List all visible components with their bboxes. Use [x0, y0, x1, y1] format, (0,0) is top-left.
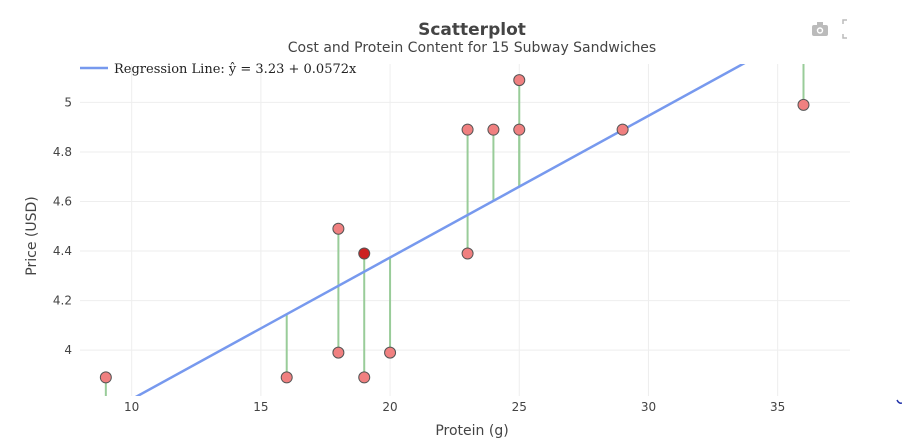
x-axis-label: Protein (g)	[435, 423, 508, 439]
grid-lines	[80, 64, 850, 396]
x-axis-ticks: 10 15 20 25 30 35	[124, 400, 785, 414]
y-tick-label: 4	[64, 343, 72, 357]
y-tick-label: 4.4	[53, 244, 72, 258]
autoscale-icon[interactable]	[842, 19, 847, 39]
data-point[interactable]	[99, 371, 112, 384]
x-tick-label: 20	[382, 400, 397, 414]
x-tick-label: 10	[124, 400, 139, 414]
y-axis-ticks: 4 4.2 4.4 4.6 4.8 5	[53, 95, 72, 357]
edge-mark	[896, 399, 902, 404]
x-tick-label: 30	[641, 400, 656, 414]
y-tick-label: 5	[64, 95, 72, 109]
data-point[interactable]	[384, 346, 397, 359]
regression-line	[134, 64, 746, 396]
x-tick-label: 35	[770, 400, 785, 414]
data-point[interactable]	[797, 98, 810, 111]
data-point[interactable]	[616, 123, 629, 136]
chart-title: Scatterplot	[418, 20, 526, 40]
x-tick-label: 15	[253, 400, 268, 414]
data-point[interactable]	[358, 247, 371, 260]
data-point[interactable]	[513, 123, 526, 136]
chart-subtitle: Cost and Protein Content for 15 Subway S…	[288, 40, 656, 56]
data-point[interactable]	[461, 247, 474, 260]
y-tick-label: 4.6	[53, 195, 72, 209]
data-point[interactable]	[461, 123, 474, 136]
camera-icon[interactable]	[812, 22, 828, 36]
residual-lines	[104, 64, 805, 396]
data-point[interactable]	[513, 74, 526, 87]
data-point[interactable]	[332, 346, 345, 359]
legend-entry-regression: Regression Line: ŷ = 3.23 + 0.0572x	[114, 62, 357, 77]
y-axis-label: Price (USD)	[24, 196, 40, 275]
regression-layer	[134, 64, 746, 396]
data-point[interactable]	[280, 371, 293, 384]
data-point[interactable]	[487, 123, 500, 136]
legend[interactable]: Regression Line: ŷ = 3.23 + 0.0572x	[80, 62, 357, 77]
y-tick-label: 4.8	[53, 145, 72, 159]
y-tick-label: 4.2	[53, 294, 72, 308]
data-point[interactable]	[358, 371, 371, 384]
x-tick-label: 25	[512, 400, 527, 414]
data-points	[99, 74, 810, 384]
data-point[interactable]	[332, 222, 345, 235]
